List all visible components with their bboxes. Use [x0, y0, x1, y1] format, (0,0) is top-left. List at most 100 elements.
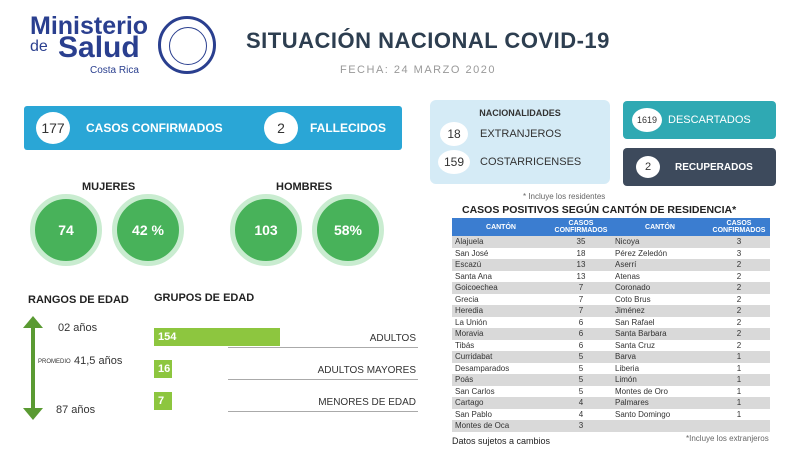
cases: 1	[708, 374, 770, 386]
table-row: Moravia 6 Santa Barbara 2	[452, 328, 770, 340]
canton: Santo Domingo	[615, 409, 671, 419]
table-row: San Carlos 5 Montes de Oro 1	[452, 386, 770, 398]
canton: Poás	[452, 374, 550, 386]
canton: Barva	[612, 351, 708, 363]
table-row: Escazú 13 Aserrí 2	[452, 259, 770, 271]
table-header: CANTÓN CASOS CONFIRMADOS CANTÓN CASOS CO…	[452, 218, 770, 236]
canton: Coto Brus	[615, 294, 651, 304]
canton: Moravia	[452, 328, 550, 340]
cases: 2	[736, 317, 742, 327]
date: FECHA: 24 MARZO 2020	[340, 64, 496, 76]
table-row: Alajuela 35 Nicoya 3	[452, 236, 770, 248]
cases: 1	[736, 386, 742, 396]
empty-cell	[612, 420, 708, 432]
canton: Montes de Oro	[615, 386, 668, 396]
header-cell: CANTÓN	[612, 218, 708, 236]
cases: 2	[736, 271, 742, 281]
canton: Desamparados	[455, 363, 510, 373]
women-count: 74	[30, 194, 102, 266]
table-row: Heredia 7 Jiménez 2	[452, 305, 770, 317]
nationality-label: EXTRANJEROS	[480, 128, 562, 140]
recovered-label: RECUPERADOS	[675, 162, 753, 173]
nationalities-title: NACIONALIDADES	[479, 108, 561, 118]
cases-table: CANTÓN CASOS CONFIRMADOS CANTÓN CASOS CO…	[452, 218, 770, 432]
summary-banner	[24, 106, 402, 150]
table-row: Curridabat 5 Barva 1	[452, 351, 770, 363]
canton: Curridabat	[452, 351, 550, 363]
table-row: La Unión 6 San Rafael 2	[452, 317, 770, 329]
table-row: Desamparados 5 Liberia 1	[452, 363, 770, 375]
age-arrow	[23, 316, 43, 420]
footnote: Datos sujetos a cambios	[452, 436, 551, 446]
canton: San Carlos	[455, 386, 495, 396]
arrow-head	[23, 316, 43, 328]
cases: 2	[708, 259, 770, 271]
canton: Alajuela	[452, 236, 550, 248]
nationality-value: 159	[438, 150, 470, 174]
cases: 2	[708, 305, 770, 317]
canton: Goicoechea	[452, 282, 550, 294]
cases: 18	[576, 248, 586, 258]
cases: 7	[578, 294, 584, 304]
title: SITUACIÓN NACIONAL COVID-19	[246, 28, 610, 53]
table-row: Montes de Oca 3	[452, 420, 770, 432]
canton: Cartago	[452, 397, 550, 409]
header-cell: CANTÓN	[452, 218, 550, 236]
cases: 35	[550, 236, 612, 248]
nationality-label: COSTARRICENSES	[480, 156, 582, 168]
cases: 5	[578, 363, 584, 373]
arrow-head	[23, 408, 43, 420]
age-group-label: ADULTOS	[369, 333, 416, 344]
age-ranges-title: RANGOS DE EDAD	[28, 294, 129, 306]
cases: 1	[708, 397, 770, 409]
canton: San Rafael	[615, 317, 655, 327]
canton: Tibás	[455, 340, 475, 350]
table-row: Santa Ana 13 Atenas 2	[452, 271, 770, 283]
cases: 4	[550, 397, 612, 409]
cases: 3	[550, 420, 612, 432]
canton: Escazú	[452, 259, 550, 271]
table-title: CASOS POSITIVOS SEGÚN CANTÓN DE RESIDENC…	[462, 204, 737, 216]
canton: Santa Barbara	[612, 328, 708, 340]
cases: 1	[736, 363, 742, 373]
logo-text: Costa Rica	[90, 65, 139, 76]
confirmed-value: 177	[36, 112, 70, 144]
canton: La Unión	[455, 317, 488, 327]
canton: Jiménez	[612, 305, 708, 317]
cases: 6	[578, 340, 584, 350]
cases: 1	[708, 351, 770, 363]
cases: 13	[576, 271, 586, 281]
cases: 5	[550, 374, 612, 386]
age-group-line	[228, 379, 418, 380]
age-groups-title: GRUPOS DE EDAD	[154, 292, 255, 304]
canton: Nicoya	[612, 236, 708, 248]
age-group-bar: 16	[154, 360, 172, 378]
discarded-label: DESCARTADOS	[668, 114, 751, 126]
cases: 4	[578, 409, 584, 419]
table-row: Tibás 6 Santa Cruz 2	[452, 340, 770, 352]
age-max: 87 años	[56, 404, 96, 416]
header-cell: CASOS CONFIRMADOS	[550, 218, 612, 236]
note: * Incluye los residentes	[523, 192, 606, 201]
table-row: Grecia 7 Coto Brus 2	[452, 294, 770, 306]
age-average-label: PROMEDIO	[38, 359, 71, 365]
men-title: HOMBRES	[276, 181, 333, 193]
cases: 2	[708, 328, 770, 340]
cases: 5	[550, 351, 612, 363]
deaths-label: FALLECIDOS	[310, 121, 387, 135]
canton: San Pablo	[455, 409, 492, 419]
cases: 2	[736, 340, 742, 350]
confirmed-label: CASOS CONFIRMADOS	[86, 121, 223, 135]
nationality-value: 18	[440, 122, 468, 146]
age-group-line	[228, 347, 418, 348]
cases: 7	[550, 305, 612, 317]
deaths-value: 2	[264, 112, 298, 144]
age-group-line	[228, 411, 418, 412]
canton: Palmares	[612, 397, 708, 409]
table-row: San Pablo 4 Santo Domingo 1	[452, 409, 770, 421]
men-percent: 58%	[312, 194, 384, 266]
age-group-bar: 154	[154, 328, 280, 346]
logo-text: Salud	[58, 31, 140, 64]
table-row: San José 18 Pérez Zeledón 3	[452, 248, 770, 260]
